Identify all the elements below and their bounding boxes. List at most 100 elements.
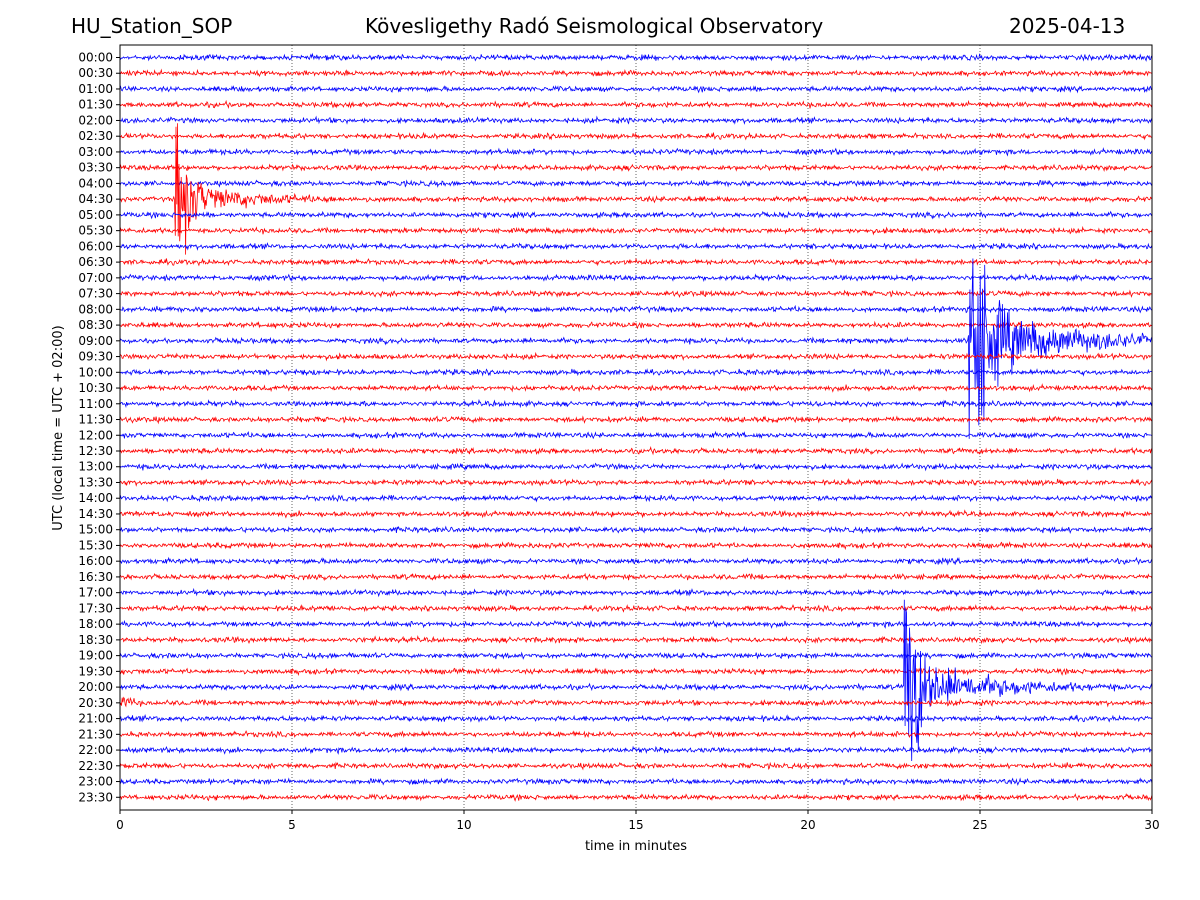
ytick-label: 00:30 [78,66,113,80]
ytick-label: 08:30 [78,318,113,332]
trace-row-0930 [119,351,1153,362]
trace-row-1600 [119,556,1153,566]
ytick-label: 22:00 [78,743,113,757]
ytick-label: 16:00 [78,554,113,568]
trace-row-1300 [119,462,1153,472]
trace-row-1530 [119,541,1153,551]
ytick-label: 19:30 [78,664,113,678]
date-title: 2025-04-13 [1009,14,1126,38]
observatory-title: Kövesligethy Radó Seismological Observat… [365,14,824,38]
trace-row-0730 [119,289,1153,299]
trace-row-2230 [119,761,1153,771]
trace-row-0200 [119,115,1153,125]
trace-row-0530 [119,225,1153,236]
trace-row-1000 [119,368,1153,377]
trace-row-1100 [119,398,1153,409]
ytick-label: 23:00 [78,775,113,789]
xtick-label: 5 [288,818,296,832]
ytick-label: 02:30 [78,129,113,143]
trace-row-1230 [119,446,1153,456]
ytick-label: 18:00 [78,617,113,631]
xtick-label: 25 [972,818,987,832]
grid-lines [291,45,981,810]
ytick-label: 23:30 [78,790,113,804]
ytick-label: 20:30 [78,696,113,710]
trace-row-1830 [120,634,1153,645]
ytick-label: 08:00 [78,302,113,316]
trace-row-1700 [119,587,1153,598]
ytick-label: 06:00 [78,239,113,253]
ytick-label: 11:00 [78,397,113,411]
ytick-label: 18:30 [78,633,113,647]
trace-row-2200 [119,745,1153,755]
trace-row-2030 [119,696,1153,708]
ytick-label: 07:00 [78,271,113,285]
trace-row-0630 [119,257,1153,267]
trace-row-1200 [119,430,1153,440]
trace-row-2330 [119,793,1153,802]
trace-row-0330 [119,163,1153,172]
ytick-label: 13:30 [78,475,113,489]
trace-row-0600 [119,242,1153,251]
trace-row-2130 [119,730,1153,739]
trace-row-1030 [119,383,1153,393]
ytick-label: 05:30 [78,224,113,238]
ytick-label: 05:00 [78,208,113,222]
ytick-label: 02:00 [78,113,113,127]
trace-row-0900 [119,258,1153,439]
x-axis-ticks: 0 5 10 15 20 25 30 [116,810,1160,832]
ytick-label: 17:30 [78,601,113,615]
trace-row-1330 [119,478,1153,487]
trace-row-2000 [119,599,1153,762]
trace-row-0030 [119,68,1153,78]
trace-row-1130 [119,415,1153,425]
ytick-label: 09:30 [78,350,113,364]
ytick-label: 01:30 [78,98,113,112]
ytick-label: 14:30 [78,507,113,521]
xtick-label: 20 [800,818,815,832]
trace-row-1430 [119,509,1153,519]
xtick-label: 15 [628,818,643,832]
trace-row-0000 [119,52,1153,62]
trace-row-0100 [119,84,1153,94]
xtick-label: 30 [1144,818,1159,832]
ytick-label: 12:00 [78,428,113,442]
ytick-label: 19:00 [78,649,113,663]
y-axis-label: UTC (local time = UTC + 02:00) [51,325,66,530]
trace-row-0400 [119,179,1153,188]
ytick-label: 11:30 [78,413,113,427]
seismic-traces [119,52,1153,802]
ytick-label: 06:30 [78,255,113,269]
trace-row-1800 [119,619,1153,629]
trace-row-1630 [119,572,1153,582]
ytick-label: 16:30 [78,570,113,584]
trace-row-0500 [119,210,1153,220]
ytick-label: 07:30 [78,287,113,301]
trace-row-0430 [119,123,1153,255]
trace-row-2300 [119,777,1153,786]
x-axis-label: time in minutes [585,839,687,854]
ytick-label: 01:00 [78,82,113,96]
ytick-label: 12:30 [78,444,113,458]
ytick-label: 03:00 [78,145,113,159]
ytick-label: 09:00 [78,334,113,348]
trace-row-1730 [119,604,1153,613]
ytick-label: 14:00 [78,491,113,505]
trace-row-0130 [119,99,1153,110]
ytick-label: 03:30 [78,161,113,175]
ytick-label: 21:00 [78,712,113,726]
trace-row-1930 [119,667,1153,676]
ytick-label: 00:00 [78,51,113,65]
trace-row-1500 [119,525,1153,535]
ytick-label: 17:00 [78,586,113,600]
trace-row-2100 [119,713,1153,723]
trace-row-1400 [119,493,1153,503]
trace-row-0300 [119,147,1153,157]
ytick-label: 13:00 [78,460,113,474]
ytick-label: 04:00 [78,176,113,190]
ytick-label: 15:30 [78,538,113,552]
trace-row-1900 [119,651,1153,660]
ytick-label: 04:30 [78,192,113,206]
